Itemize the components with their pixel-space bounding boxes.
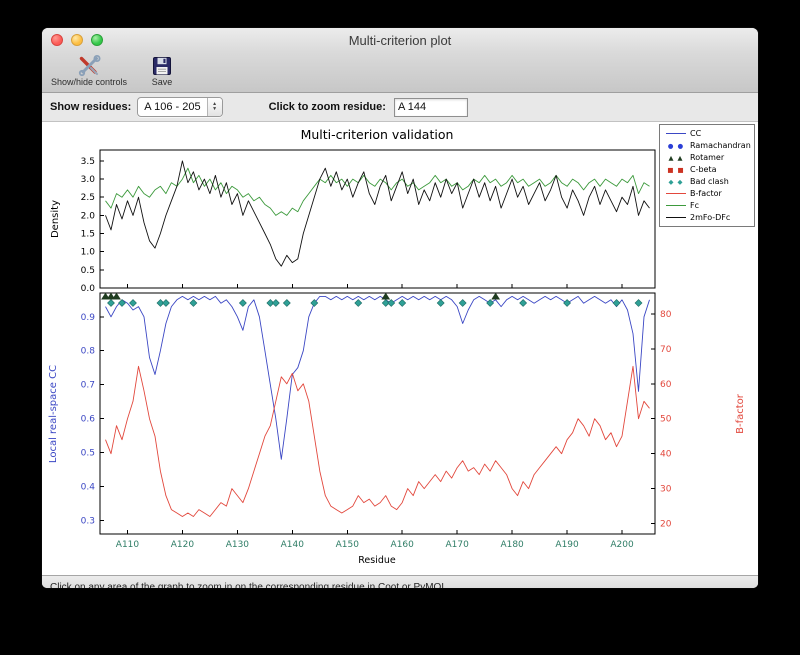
legend-item: ● ● Ramachandran xyxy=(664,140,751,151)
legend-label: Rotamer xyxy=(690,153,725,162)
toolbar: Show/hide controls Save xyxy=(42,52,758,93)
residue-range-value: A 106 - 205 xyxy=(144,101,201,113)
status-bar: Click on any area of the graph to zoom i… xyxy=(42,575,758,588)
legend-swatch-c-beta: ■ ■ xyxy=(667,165,685,174)
zoom-residue-input[interactable] xyxy=(393,97,468,117)
svg-text:20: 20 xyxy=(660,520,672,530)
svg-text:0.4: 0.4 xyxy=(81,482,96,492)
window-title: Multi-criterion plot xyxy=(348,32,452,48)
svg-text:1.0: 1.0 xyxy=(81,248,96,258)
legend-label: C-beta xyxy=(690,165,717,174)
svg-text:A200: A200 xyxy=(610,540,634,550)
svg-text:A150: A150 xyxy=(336,540,360,550)
zoom-residue-label: Click to zoom residue: xyxy=(268,101,386,113)
save-label: Save xyxy=(151,77,173,87)
controls-row: Show residues: A 106 - 205 ▲ ▼ Click to z… xyxy=(42,93,758,122)
svg-text:0.5: 0.5 xyxy=(81,449,95,459)
legend-swatch-bad-clash: ◆ ◆ xyxy=(668,177,684,186)
window-controls xyxy=(51,34,103,46)
plot-canvas[interactable]: Multi-criterion validation Density Local… xyxy=(42,122,758,570)
svg-text:A140: A140 xyxy=(281,540,305,550)
density-axis-label: Density xyxy=(50,200,61,238)
legend-label: Ramachandran xyxy=(690,141,751,150)
status-text: Click on any area of the graph to zoom i… xyxy=(50,581,450,589)
legend-item: CC xyxy=(664,128,750,139)
show-hide-controls-label: Show/hide controls xyxy=(51,77,128,87)
show-hide-controls-button[interactable]: Show/hide controls xyxy=(48,54,130,88)
show-residues-label: Show residues: xyxy=(50,101,132,113)
svg-text:0.9: 0.9 xyxy=(81,313,96,323)
svg-text:1.5: 1.5 xyxy=(81,230,95,240)
svg-text:0.0: 0.0 xyxy=(81,284,96,294)
tools-icon xyxy=(77,55,101,77)
svg-text:A160: A160 xyxy=(391,540,415,550)
svg-text:A170: A170 xyxy=(446,540,470,550)
legend-label: Fc xyxy=(690,201,699,210)
svg-text:70: 70 xyxy=(660,345,672,355)
svg-text:60: 60 xyxy=(660,380,672,390)
svg-text:0.7: 0.7 xyxy=(81,381,95,391)
legend-item: B-factor xyxy=(664,188,750,199)
svg-text:0.6: 0.6 xyxy=(81,415,96,425)
plot-legend: CC ● ● Ramachandran ▲ ▲ Rotamer ■ ■ C-beta ◆ ◆ B… xyxy=(659,124,755,227)
chart-title: Multi-criterion validation xyxy=(301,127,454,142)
stepper-icon: ▲ ▼ xyxy=(206,98,222,116)
legend-swatch-cc xyxy=(664,133,688,134)
legend-swatch-b-factor xyxy=(664,193,688,194)
legend-swatch-fc xyxy=(664,205,688,206)
svg-text:2.0: 2.0 xyxy=(81,211,96,221)
title-bar[interactable]: Multi-criterion plot xyxy=(42,28,758,52)
save-icon xyxy=(151,55,173,77)
close-window-button[interactable] xyxy=(51,34,63,46)
svg-text:0.8: 0.8 xyxy=(81,347,96,357)
multi-criterion-plot-window: Multi-criterion plot Show/hide controls xyxy=(42,28,758,588)
residue-range-select[interactable]: A 106 - 205 ▲ ▼ xyxy=(137,97,223,117)
legend-swatch-2mfo-dfc xyxy=(664,217,688,218)
minimize-window-button[interactable] xyxy=(71,34,83,46)
svg-text:3.5: 3.5 xyxy=(81,157,95,167)
svg-text:A130: A130 xyxy=(226,540,250,550)
svg-text:30: 30 xyxy=(660,485,672,495)
legend-item: ▲ ▲ Rotamer xyxy=(664,152,750,163)
legend-item: 2mFo-DFc xyxy=(664,212,750,223)
legend-swatch-ramachandran: ● ● xyxy=(667,141,685,150)
legend-item: Fc xyxy=(664,200,750,211)
svg-text:0.3: 0.3 xyxy=(81,516,95,526)
svg-text:40: 40 xyxy=(660,450,672,460)
svg-text:3.0: 3.0 xyxy=(81,175,96,185)
bfactor-axis-label: B-factor xyxy=(735,393,746,434)
legend-label: B-factor xyxy=(690,189,722,198)
legend-label: 2mFo-DFc xyxy=(690,213,731,222)
residue-axis-label: Residue xyxy=(358,555,396,566)
legend-item: ■ ■ C-beta xyxy=(664,164,750,175)
figure: Multi-criterion validation Density Local… xyxy=(42,122,758,575)
save-button[interactable]: Save xyxy=(148,54,176,88)
svg-text:A190: A190 xyxy=(555,540,579,550)
svg-text:2.5: 2.5 xyxy=(81,193,95,203)
svg-text:50: 50 xyxy=(660,415,672,425)
svg-text:A180: A180 xyxy=(500,540,524,550)
svg-text:0.5: 0.5 xyxy=(81,266,95,276)
legend-swatch-rotamer: ▲ ▲ xyxy=(668,153,684,162)
svg-text:A110: A110 xyxy=(116,540,140,550)
zoom-window-button[interactable] xyxy=(91,34,103,46)
svg-text:80: 80 xyxy=(660,310,672,320)
legend-label: CC xyxy=(690,129,702,138)
legend-label: Bad clash xyxy=(690,177,729,186)
cc-axis-label: Local real-space CC xyxy=(48,365,59,463)
svg-text:A120: A120 xyxy=(171,540,195,550)
legend-item: ◆ ◆ Bad clash xyxy=(664,176,750,187)
